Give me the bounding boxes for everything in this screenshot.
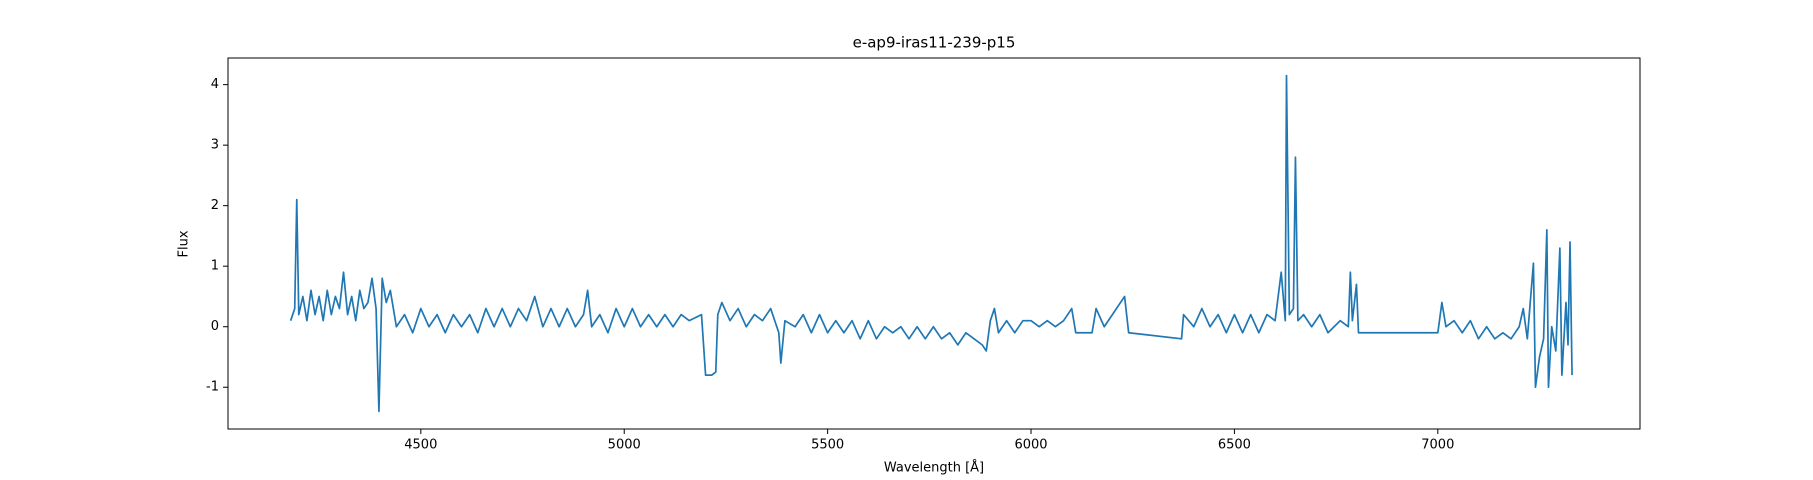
x-tick-label: 5000 [608,438,641,453]
x-tick-label: 6500 [1218,438,1251,453]
x-tick-label: 4500 [404,438,437,453]
y-tick-label: 1 [211,259,219,274]
y-tick-label: 3 [211,138,219,153]
x-tick-label: 6000 [1014,438,1047,453]
y-tick-label: -1 [206,380,219,395]
y-tick-label: 2 [211,198,219,213]
x-tick-label: 7000 [1421,438,1454,453]
y-axis-label: Flux [177,230,192,257]
y-tick-label: 4 [211,77,219,92]
x-axis-label: Wavelength [Å] [884,460,984,476]
y-tick-label: 0 [211,319,219,334]
x-tick-label: 5500 [811,438,844,453]
plot-frame [227,57,1641,430]
data-line [289,74,1573,413]
chart-title: e-ap9-iras11-239-p15 [853,34,1016,52]
